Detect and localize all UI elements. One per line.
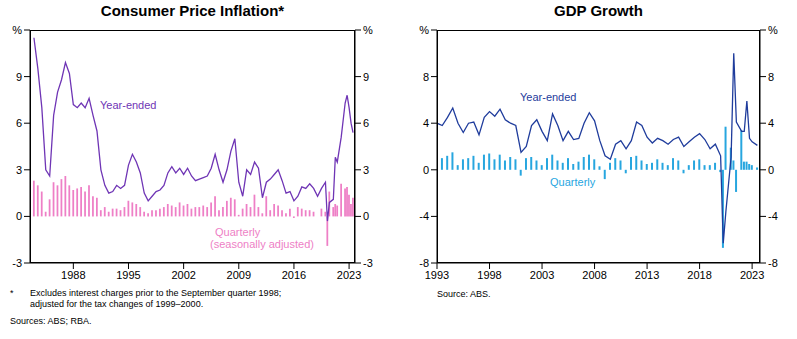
svg-text:4: 4 xyxy=(768,117,774,129)
html-text:adjusted for the tax changes o: adjusted for the tax changes of 1999–200… xyxy=(30,299,204,309)
svg-text:2016: 2016 xyxy=(282,269,306,281)
svg-text:2003: 2003 xyxy=(530,269,554,281)
svg-text:0: 0 xyxy=(16,210,22,222)
svg-text:9: 9 xyxy=(16,71,22,83)
svg-text:1993: 1993 xyxy=(425,269,449,281)
svg-text:-4: -4 xyxy=(419,210,429,222)
html-text:Year-ended: Year-ended xyxy=(520,91,577,103)
svg-text:0: 0 xyxy=(423,164,429,176)
svg-text:0: 0 xyxy=(768,164,774,176)
svg-text:2009: 2009 xyxy=(227,269,251,281)
html-text:Excludes interest charges prio: Excludes interest charges prior to the S… xyxy=(30,288,282,298)
svg-text:-8: -8 xyxy=(768,257,778,269)
html-text:Sources: ABS; RBA.: Sources: ABS; RBA. xyxy=(10,316,92,326)
svg-text:1998: 1998 xyxy=(477,269,501,281)
svg-text:%: % xyxy=(419,24,429,36)
svg-text:2018: 2018 xyxy=(687,269,711,281)
svg-text:-3: -3 xyxy=(363,257,373,269)
svg-text:8: 8 xyxy=(423,71,429,83)
svg-text:3: 3 xyxy=(16,164,22,176)
svg-text:%: % xyxy=(12,24,22,36)
svg-text:4: 4 xyxy=(423,117,429,129)
svg-text:-3: -3 xyxy=(12,257,22,269)
html-text:GDP Growth: GDP Growth xyxy=(554,2,643,19)
svg-text:%: % xyxy=(363,24,373,36)
svg-text:-4: -4 xyxy=(768,210,778,222)
svg-text:2008: 2008 xyxy=(582,269,606,281)
svg-text:6: 6 xyxy=(363,117,369,129)
svg-text:1988: 1988 xyxy=(61,269,85,281)
svg-text:2002: 2002 xyxy=(171,269,195,281)
svg-text:%: % xyxy=(768,24,778,36)
svg-text:2023: 2023 xyxy=(740,269,764,281)
svg-text:1995: 1995 xyxy=(116,269,140,281)
svg-text:9: 9 xyxy=(363,71,369,83)
html-text:Source: ABS.: Source: ABS. xyxy=(437,289,491,299)
svg-text:6: 6 xyxy=(16,117,22,129)
svg-text:2013: 2013 xyxy=(635,269,659,281)
html-text:Quarterly: Quarterly xyxy=(550,176,596,188)
html-text:Quarterly: Quarterly xyxy=(215,226,261,238)
svg-text:0: 0 xyxy=(363,210,369,222)
svg-text:8: 8 xyxy=(768,71,774,83)
html-text:Consumer Price Inflation*: Consumer Price Inflation* xyxy=(100,2,285,19)
svg-text:2023: 2023 xyxy=(337,269,361,281)
html-text:Year-ended: Year-ended xyxy=(100,99,157,111)
svg-text:3: 3 xyxy=(363,164,369,176)
svg-text:-8: -8 xyxy=(419,257,429,269)
html-text:(seasonally adjusted): (seasonally adjusted) xyxy=(210,238,314,250)
